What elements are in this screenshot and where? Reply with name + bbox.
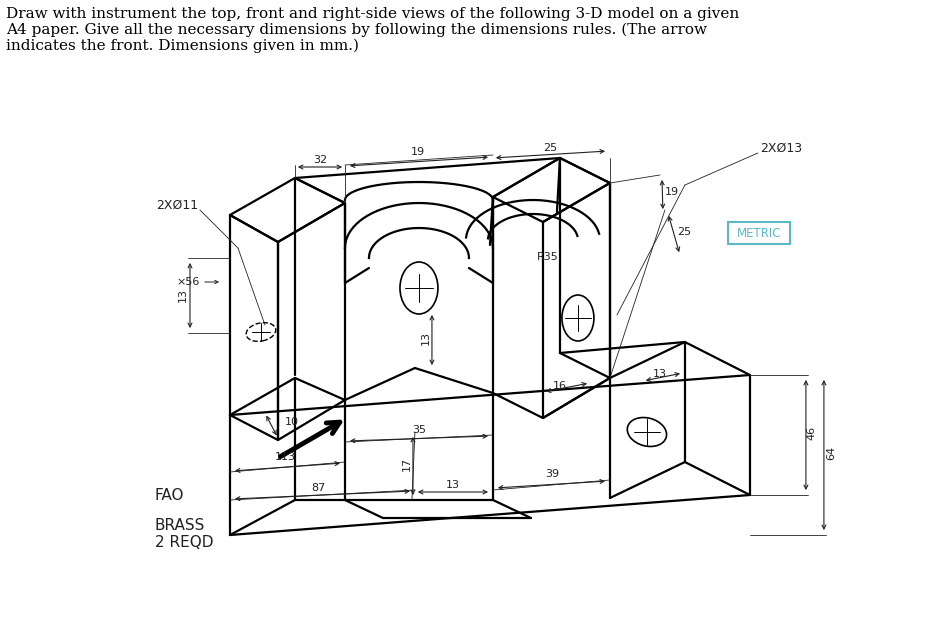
Text: 46: 46 — [807, 426, 817, 440]
Text: 13: 13 — [178, 288, 188, 302]
Text: 32: 32 — [313, 155, 327, 165]
Text: 16: 16 — [553, 381, 567, 391]
Text: BRASS
2 REQD: BRASS 2 REQD — [155, 518, 213, 550]
Text: 13: 13 — [421, 331, 431, 345]
Text: 39: 39 — [545, 469, 559, 479]
Text: 13: 13 — [653, 369, 667, 379]
Text: 25: 25 — [677, 227, 691, 237]
Text: METRIC: METRIC — [737, 227, 782, 240]
Text: indicates the front. Dimensions given in mm.): indicates the front. Dimensions given in… — [6, 39, 359, 53]
Text: 25: 25 — [543, 143, 557, 153]
Text: 113: 113 — [274, 452, 295, 462]
Bar — [728, 222, 790, 244]
Text: 35: 35 — [412, 425, 426, 435]
Text: 2XØ11: 2XØ11 — [156, 199, 198, 212]
Text: 19: 19 — [411, 147, 425, 157]
Text: 17: 17 — [402, 457, 412, 471]
Text: 19: 19 — [664, 187, 679, 197]
Text: FAO: FAO — [155, 488, 185, 503]
Text: 87: 87 — [311, 483, 325, 493]
Text: A4 paper. Give all the necessary dimensions by following the dimensions rules. (: A4 paper. Give all the necessary dimensi… — [6, 23, 707, 37]
Text: 2XØ13: 2XØ13 — [760, 142, 802, 155]
Text: 13: 13 — [446, 480, 460, 490]
Text: R35: R35 — [537, 252, 559, 262]
Text: 64: 64 — [826, 446, 836, 460]
Text: ×56: ×56 — [177, 277, 200, 287]
Text: Draw with instrument the top, front and right-side views of the following 3-D mo: Draw with instrument the top, front and … — [6, 7, 740, 21]
Text: 10: 10 — [285, 417, 299, 427]
